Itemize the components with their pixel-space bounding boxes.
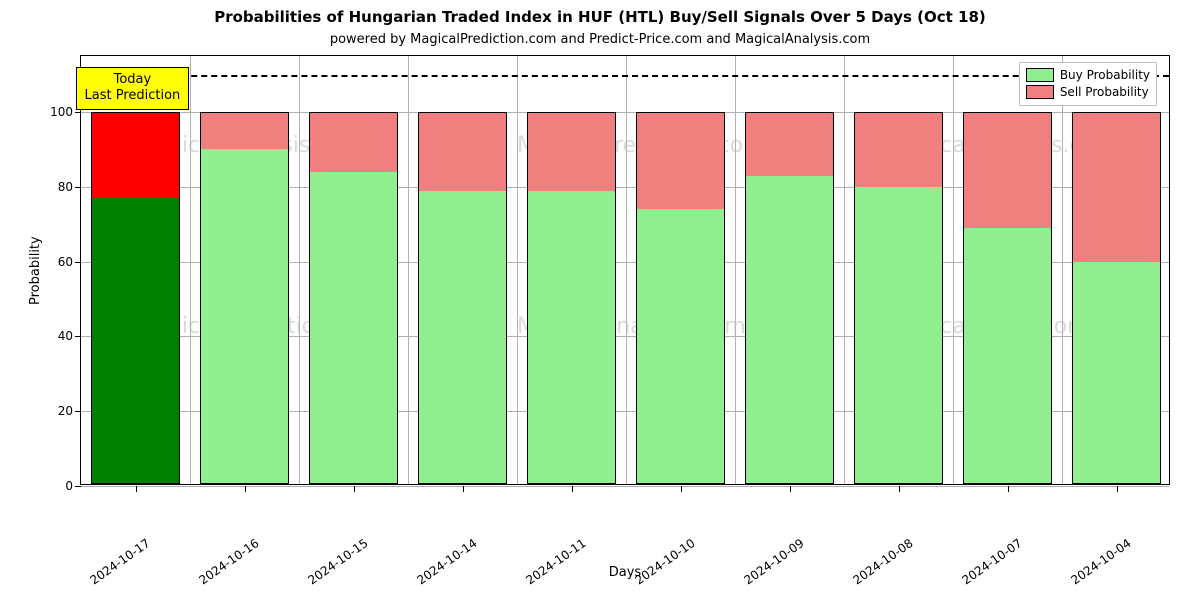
legend-swatch [1026, 85, 1054, 99]
x-tick-mark [572, 486, 573, 492]
today-annotation: TodayLast Prediction [76, 67, 190, 110]
gridline-vertical [953, 56, 954, 484]
legend-item: Buy Probability [1026, 67, 1150, 84]
gridline-vertical [517, 56, 518, 484]
legend-swatch [1026, 68, 1054, 82]
gridline-vertical [626, 56, 627, 484]
plot-area: 020406080100MagicalAnalysis.comMagicalPr… [80, 55, 1170, 485]
x-tick-mark [899, 486, 900, 492]
y-axis-label: Probability [28, 236, 43, 305]
y-tick-mark [75, 336, 81, 337]
x-tick-mark [1117, 486, 1118, 492]
bar-sell [745, 112, 834, 176]
reference-dashed-line [81, 75, 1169, 77]
bar-buy [309, 170, 398, 484]
chart-subtitle: powered by MagicalPrediction.com and Pre… [0, 32, 1200, 47]
chart-figure: Probabilities of Hungarian Traded Index … [0, 0, 1200, 600]
bar-sell [200, 112, 289, 149]
legend-label: Sell Probability [1060, 84, 1149, 101]
bar-buy [1072, 260, 1161, 484]
x-axis-label: Days [80, 565, 1170, 580]
bar-sell [636, 112, 725, 209]
bar-buy [745, 174, 834, 484]
y-tick-mark [75, 486, 81, 487]
x-tick-mark [463, 486, 464, 492]
bar-buy [636, 207, 725, 484]
bar-sell [527, 112, 616, 191]
chart-title: Probabilities of Hungarian Traded Index … [0, 8, 1200, 26]
annotation-line: Today [85, 72, 181, 88]
bar-buy [91, 196, 180, 484]
bar-sell [91, 112, 180, 198]
bar-buy [200, 147, 289, 484]
x-tick-mark [136, 486, 137, 492]
bar-buy [963, 226, 1052, 484]
bar-sell [309, 112, 398, 172]
bar-sell [963, 112, 1052, 228]
x-tick-mark [245, 486, 246, 492]
gridline-vertical [190, 56, 191, 484]
gridline-vertical [408, 56, 409, 484]
bar-buy [418, 189, 507, 484]
annotation-line: Last Prediction [85, 88, 181, 104]
gridline-vertical [1062, 56, 1063, 484]
legend-label: Buy Probability [1060, 67, 1150, 84]
bar-buy [527, 189, 616, 484]
y-tick-mark [75, 411, 81, 412]
y-tick-mark [75, 112, 81, 113]
bar-buy [854, 185, 943, 484]
gridline-vertical [735, 56, 736, 484]
x-tick-mark [1008, 486, 1009, 492]
gridline-vertical [299, 56, 300, 484]
y-tick-mark [75, 262, 81, 263]
x-tick-mark [790, 486, 791, 492]
y-tick-mark [75, 187, 81, 188]
x-tick-mark [681, 486, 682, 492]
x-tick-mark [354, 486, 355, 492]
bar-sell [418, 112, 507, 191]
legend-item: Sell Probability [1026, 84, 1150, 101]
gridline-vertical [844, 56, 845, 484]
legend: Buy ProbabilitySell Probability [1019, 62, 1157, 106]
bar-sell [1072, 112, 1161, 262]
bar-sell [854, 112, 943, 187]
